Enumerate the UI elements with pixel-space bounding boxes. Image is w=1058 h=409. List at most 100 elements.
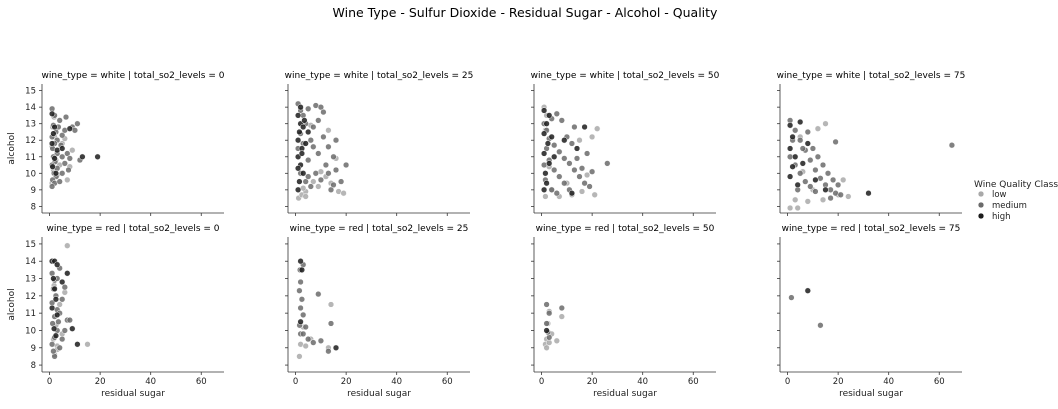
data-point-high (49, 163, 56, 170)
data-point-high (540, 107, 548, 114)
data-point-high (50, 325, 58, 332)
data-point-low (583, 171, 591, 179)
data-point-medium (305, 156, 312, 164)
x-tick-label: 40 (145, 377, 156, 387)
data-point-low (840, 176, 847, 184)
data-point-medium (300, 311, 307, 319)
data-point-low (302, 193, 309, 200)
data-point-medium (809, 145, 817, 152)
data-point-high (786, 122, 794, 129)
data-point-low (542, 193, 549, 200)
y-tick-label: 15 (25, 240, 36, 250)
data-point-high (50, 130, 57, 137)
x-tick-label: 60 (934, 377, 945, 387)
data-point-medium (586, 183, 593, 190)
data-point-low (591, 191, 598, 198)
panel-title: wine_type = red | total_so2_levels = 25 (290, 224, 469, 234)
data-point-medium (604, 160, 611, 167)
data-point-medium (56, 344, 63, 351)
facet-panel: wine_type = white | total_so2_levels = 7… (777, 71, 966, 216)
data-point-high (59, 145, 66, 152)
legend-title: Wine Quality Class (974, 180, 1058, 190)
x-axis-label: residual sugar (839, 389, 903, 399)
data-point-medium (837, 191, 844, 198)
data-point-medium (298, 296, 306, 303)
data-point-high (54, 311, 61, 319)
x-axis-label: residual sugar (593, 389, 657, 399)
data-point-medium (296, 287, 303, 294)
data-point-medium (824, 170, 832, 177)
data-point-medium (59, 170, 66, 177)
data-point-low (315, 183, 322, 190)
data-point-low (64, 242, 71, 249)
data-point-medium (310, 123, 317, 131)
data-point-medium (320, 108, 327, 116)
data-point-high (297, 258, 304, 265)
y-tick-label: 13 (25, 275, 36, 285)
data-point-medium (829, 176, 837, 184)
data-point-low (546, 339, 553, 346)
data-point-medium (581, 180, 588, 187)
data-point-medium (74, 120, 81, 127)
data-point-medium (817, 322, 824, 329)
data-point-medium (297, 278, 304, 286)
data-point-low (56, 301, 63, 308)
data-point-medium (325, 143, 332, 150)
data-point-high (48, 140, 56, 147)
data-point-high (540, 150, 548, 157)
data-point-medium (797, 137, 804, 144)
data-point-high (52, 296, 60, 303)
data-point-high (799, 160, 806, 167)
data-point-low (804, 198, 811, 205)
data-point-medium (315, 117, 322, 124)
data-point-medium (558, 117, 565, 124)
data-point-medium (566, 160, 573, 167)
data-point-low (558, 313, 565, 320)
data-point-high (294, 186, 302, 193)
data-point-medium (553, 110, 560, 117)
data-point-low (822, 120, 829, 127)
legend-marker-high (977, 212, 985, 220)
data-point-high (74, 341, 81, 348)
panel-title: wine_type = red | total_so2_levels = 0 (46, 224, 219, 234)
y-tick-label: 10 (25, 169, 36, 179)
data-point-medium (305, 173, 312, 180)
data-point-medium (305, 335, 312, 343)
data-point-medium (812, 188, 819, 195)
data-point-high (52, 170, 60, 177)
data-point-high (94, 153, 101, 160)
x-tick-label: 60 (196, 377, 207, 387)
data-point-medium (573, 155, 581, 162)
data-point-low (578, 188, 586, 195)
data-point-medium (792, 127, 799, 134)
legend-label-high: high (992, 212, 1011, 222)
data-point-high (540, 186, 548, 193)
data-point-high (59, 278, 66, 286)
legend-label-low: low (992, 190, 1007, 200)
y-tick-label: 11 (25, 309, 36, 319)
data-point-medium (56, 117, 63, 124)
data-point-medium (588, 168, 596, 175)
panel-title: wine_type = white | total_so2_levels = 7… (777, 71, 966, 81)
data-point-high (296, 128, 303, 136)
data-point-medium (551, 166, 558, 174)
data-point-medium (302, 323, 309, 331)
data-point-medium (297, 304, 304, 312)
x-axis-label: residual sugar (347, 389, 411, 399)
data-point-medium (307, 137, 314, 144)
data-point-medium (305, 105, 312, 112)
data-point-high (794, 181, 801, 189)
data-point-high (561, 137, 568, 144)
data-point-low (84, 341, 91, 348)
facet-panel: wine_type = white | total_so2_levels = 2… (285, 71, 474, 216)
data-point-high (66, 125, 73, 132)
data-point-medium (332, 137, 340, 144)
data-point-medium (337, 178, 345, 185)
data-point-medium (300, 330, 307, 338)
data-point-medium (551, 142, 558, 149)
panel-title: wine_type = white | total_so2_levels = 2… (285, 71, 474, 81)
x-tick-label: 40 (637, 377, 648, 387)
data-point-medium (315, 150, 322, 157)
data-point-medium (546, 310, 553, 317)
data-point-medium (571, 123, 578, 131)
